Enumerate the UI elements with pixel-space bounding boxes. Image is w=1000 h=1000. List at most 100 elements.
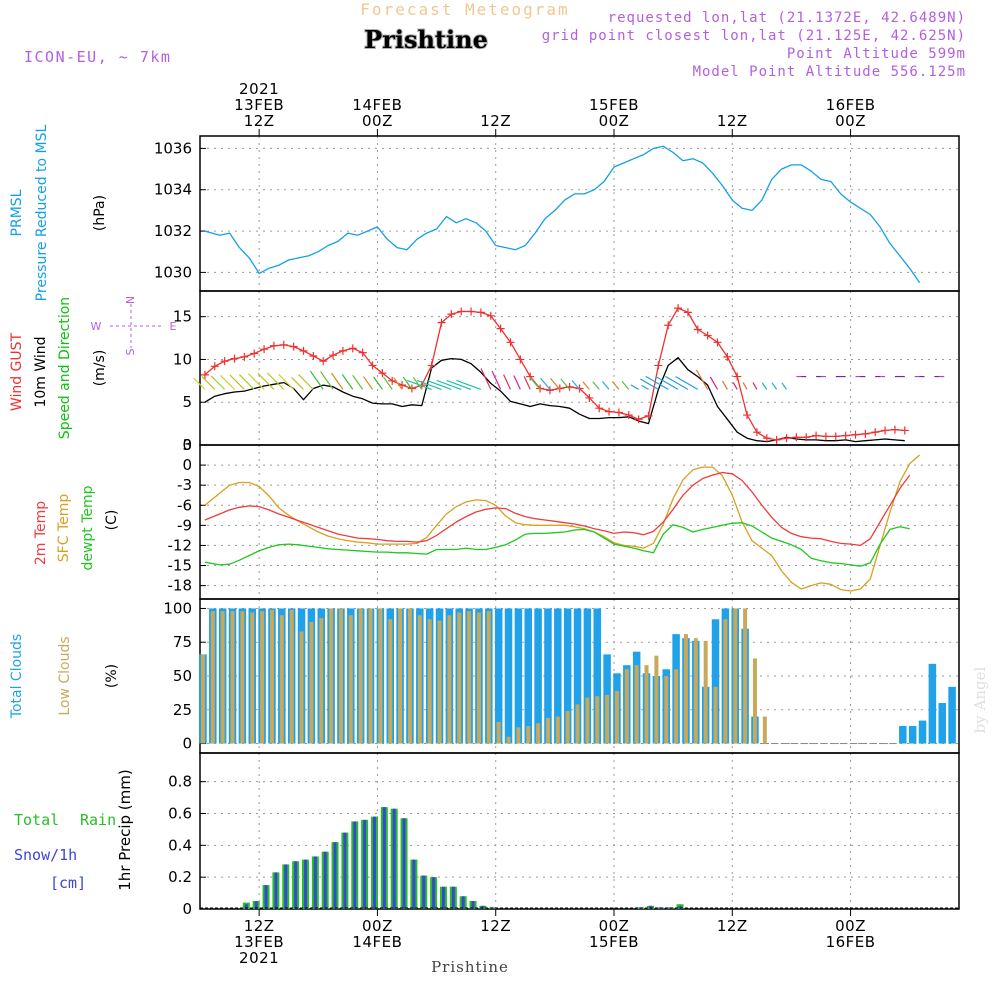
low-cloud-bar [526,725,531,744]
gust-marker [309,352,318,361]
y-tick-label: 1030 [154,263,192,281]
compass-s: S [124,348,137,355]
gust-marker [595,404,604,413]
wind-arrow [416,379,442,390]
gust-marker [693,325,702,334]
y-tick-label: 50 [173,667,192,685]
low-cloud-bar [427,619,432,744]
gust-label: Wind GUST [9,332,25,411]
y-tick-label: -6 [177,496,192,514]
y-tick-label: -12 [168,536,193,554]
total-clouds-label: Total Clouds [9,634,25,719]
wind-arrow [503,374,512,390]
snow-bar [461,896,465,909]
gust-marker [871,428,880,437]
wind-arrow [630,384,639,390]
wind-label: 10m Wind [33,336,49,407]
gust-marker [772,435,781,444]
gust-marker [319,357,328,366]
total-cloud-bar [908,725,917,744]
gust-marker [299,346,308,355]
compass-n: N [124,296,137,304]
low-cloud-bar [733,608,738,744]
wind-arrow [436,379,462,390]
wind-arrow [540,377,551,390]
model-altitude: Model Point Altitude 556.125m [693,64,966,80]
wind-arrow [407,379,432,390]
gust-marker [348,344,357,353]
snow-bar [254,901,258,909]
gust-marker [683,308,692,317]
total-cloud-bar [534,608,542,744]
low-cloud-bar [338,608,343,744]
bottom-time-label: 13FEB [234,933,284,951]
total-cloud-bar [928,663,937,744]
top-time-label: 00Z [599,112,630,130]
low-cloud-bar [565,711,570,744]
low-cloud-bar [752,658,757,744]
wind-arrow [257,372,275,390]
snow-bar [382,807,386,909]
gust-marker [585,393,594,402]
temp-unit: (C) [104,510,120,531]
gust-marker [437,318,446,327]
wind-arrow [220,374,235,390]
precip-unit: 1hr Precip (mm) [116,769,134,890]
rain-label: Rain [80,811,116,829]
low-cloud-bar [476,612,481,744]
gust-marker [457,307,466,316]
snow-bar [481,905,485,909]
bottom-time-label: 12Z [717,917,748,935]
y-tick-label: -9 [177,516,192,534]
low-cloud-bar [536,723,541,744]
y-tick-label: 0.4 [168,836,192,854]
low-cloud-bar [358,608,363,744]
wind-arrow [645,375,669,390]
wind-arrow [363,376,373,390]
low-cloud-bar [713,686,718,744]
low-cloud-bar [329,608,334,744]
gust-marker [250,349,259,358]
low-cloud-bar [664,676,669,744]
gust-marker [881,426,890,435]
gust-marker [378,369,387,378]
low-cloud-bar [289,609,294,744]
snow-bar [422,875,426,909]
gust-marker [654,361,663,370]
wind-arrow [278,374,295,390]
gust-marker [812,431,821,440]
snow-bar [244,904,248,909]
low-cloud-bar [703,640,708,744]
low-cloud-bar [467,611,472,744]
gust-marker [841,431,850,440]
low-cloud-bar [368,608,373,744]
gust-marker [792,433,801,442]
wind-arrow [309,370,324,390]
total-cloud-bar [899,725,907,744]
y-tick-label: 10 [173,350,192,368]
total-cloud-bar [524,608,532,744]
total-cloud-bar [514,608,523,744]
low-cloud-bar [634,665,639,744]
bottom-time-label: 00Z [599,917,630,935]
wind-arrow [352,374,364,390]
snow-bar [432,877,436,909]
dewpt-label: dewpt Temp [80,485,96,570]
y-tick-label: 0 [182,900,192,918]
pressure-label: Pressure Reduced to MSL [34,124,50,301]
wind-arrow [675,376,699,390]
low-cloud-bar [240,611,245,744]
requested-lonlat: requested lon,lat (21.1372E, 42.6489N) [608,10,966,26]
snow-bar [323,851,327,909]
y-tick-label: 0 [182,456,192,474]
gust-marker [240,352,249,361]
wind-arrow [752,382,758,390]
wind-arrow [761,382,768,390]
wind-arrow [709,376,719,390]
gust-marker [230,354,239,363]
wind-arrow [456,379,482,390]
low-cloud-bar [575,704,580,744]
y-tick-label: 0 [182,735,192,753]
snow-bar [451,886,455,909]
wind-arrow [201,376,216,390]
